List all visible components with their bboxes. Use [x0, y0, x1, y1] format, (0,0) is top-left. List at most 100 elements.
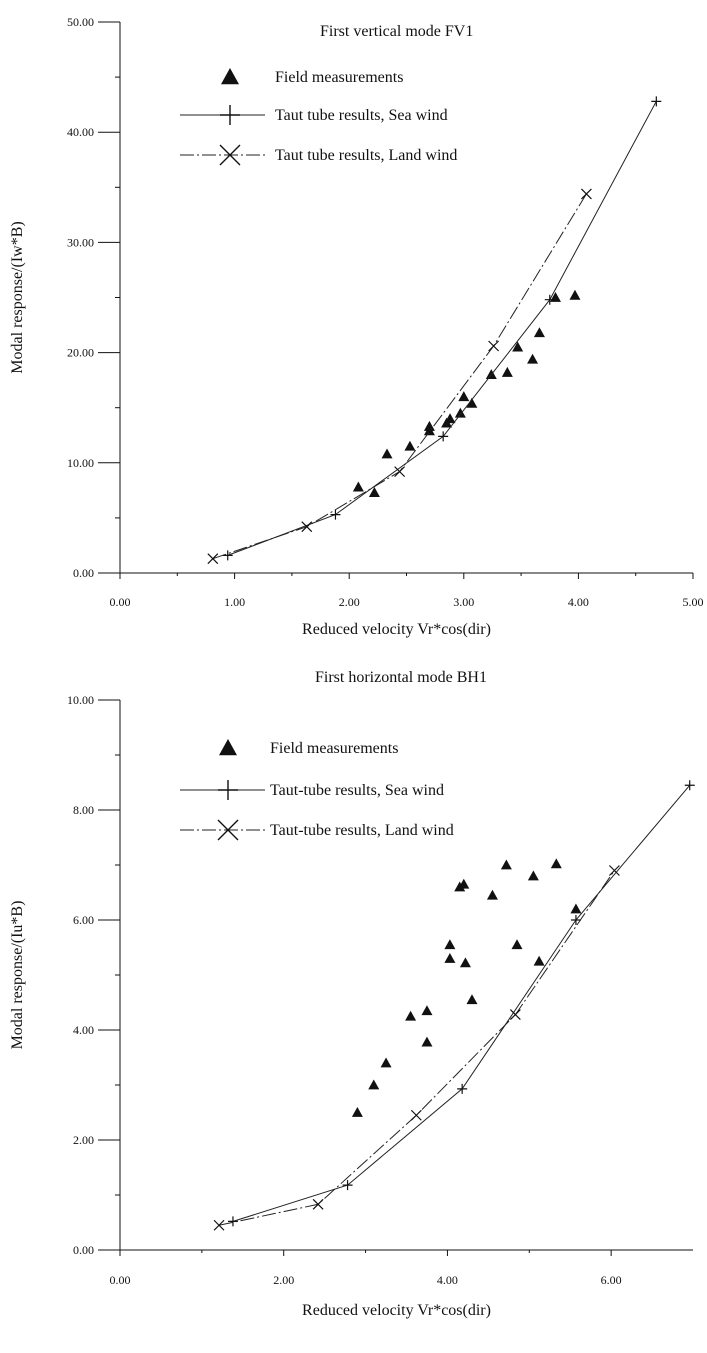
x-tick-label: 5.00 [683, 595, 704, 609]
data-point [421, 1005, 433, 1016]
legend-marker [221, 68, 239, 85]
data-point [454, 407, 466, 418]
series-1 [227, 780, 695, 1227]
data-point [444, 953, 456, 963]
legend-label: Field measurements [270, 740, 398, 757]
y-axis-label: Modal response/(Iw*B) [9, 221, 26, 373]
chart-first-horizontal-mode: 0.00 2.00 4.00 6.00 8.00 10.00 0.00 2.00 4.00 6.0… [9, 669, 695, 1319]
y-tick-label: 4.00 [73, 1023, 94, 1037]
x-tick-label: 3.00 [453, 595, 474, 609]
legend-label: Taut-tube results, Sea wind [270, 782, 444, 799]
chart-first-vertical-mode: 0.00 10.00 20.00 30.00 40.00 50.00 0.00 1.00 2.0… [9, 15, 704, 638]
legend-marker [217, 819, 239, 841]
legend: Field measurements Taut tube results, Sea… [180, 68, 457, 166]
legend: Field measurements Taut-tube results, Sea… [180, 739, 454, 841]
data-point [380, 1057, 392, 1068]
y-tick-label: 10.00 [67, 456, 94, 470]
data-point [459, 957, 471, 968]
data-point [423, 420, 435, 431]
chart-title: First vertical mode FV1 [320, 23, 473, 40]
y-tick-label: 2.00 [73, 1133, 94, 1147]
data-point [511, 939, 523, 950]
x-tick-label: 6.00 [601, 1273, 622, 1287]
x-tick-label: 4.00 [568, 595, 589, 609]
data-point [222, 550, 233, 561]
data-point [457, 1083, 468, 1094]
x-tick-label: 2.00 [339, 595, 360, 609]
data-point [466, 397, 478, 408]
x-tick-label: 0.00 [110, 595, 131, 609]
chart-title: First horizontal mode BH1 [315, 669, 487, 686]
data-point [486, 889, 498, 900]
data-point [301, 521, 313, 533]
data-point [608, 865, 620, 876]
legend-marker [219, 144, 241, 166]
data-point [488, 340, 500, 352]
y-tick-label: 30.00 [67, 235, 94, 249]
legend-label: Taut-tube results, Land wind [270, 822, 454, 839]
data-point [570, 903, 582, 914]
x-tick-label: 4.00 [437, 1273, 458, 1287]
legend-label: Taut tube results, Land wind [275, 147, 457, 164]
data-point [368, 1079, 380, 1090]
data-point [501, 366, 513, 377]
data-point [444, 413, 456, 424]
data-point [352, 481, 364, 492]
data-point [458, 391, 470, 402]
y-tick-label: 6.00 [73, 913, 94, 927]
data-point [466, 994, 478, 1005]
legend-marker [218, 780, 238, 800]
x-axis-label: Reduced velocity Vr*cos(dir) [302, 621, 491, 638]
data-point [342, 1180, 353, 1191]
data-point [509, 1009, 521, 1021]
data-point [527, 353, 539, 364]
x-axis-label: Reduced velocity Vr*cos(dir) [302, 1302, 491, 1319]
x-tick-label: 0.00 [110, 1273, 131, 1287]
y-axis-label: Modal response/(Iu*B) [9, 901, 26, 1050]
data-point [458, 878, 470, 889]
data-point [410, 1109, 422, 1121]
data-point [438, 431, 449, 442]
series-line [212, 193, 587, 560]
data-point [512, 341, 524, 352]
data-point [394, 466, 406, 478]
y-tick-label: 40.00 [67, 125, 94, 139]
data-point [351, 1107, 363, 1117]
legend-label: Taut tube results, Sea wind [275, 107, 448, 124]
series-line [232, 784, 691, 1222]
x-tick-label: 1.00 [224, 595, 245, 609]
legend-marker [219, 739, 237, 756]
data-point [213, 1219, 225, 1231]
legend-marker [220, 105, 240, 125]
data-point [569, 289, 581, 300]
data-point [381, 448, 393, 459]
y-tick-label: 20.00 [67, 346, 94, 360]
series-0 [351, 858, 582, 1117]
data-point [444, 939, 456, 950]
y-tick-label: 0.00 [73, 566, 94, 580]
data-point [651, 96, 662, 107]
data-point [404, 440, 416, 451]
data-point [312, 1198, 324, 1210]
data-point [570, 915, 581, 925]
data-point [533, 955, 545, 966]
series-2 [207, 188, 592, 565]
data-point [421, 1036, 433, 1047]
legend-label: Field measurements [275, 69, 403, 86]
data-point [330, 509, 341, 520]
data-point [500, 859, 512, 870]
data-point [580, 188, 592, 200]
data-point [405, 1010, 417, 1021]
series-0 [352, 289, 581, 497]
data-point [684, 780, 695, 791]
y-tick-label: 0.00 [73, 1243, 94, 1257]
data-point [550, 858, 562, 869]
series-1 [222, 96, 662, 561]
x-tick-label: 2.00 [273, 1273, 294, 1287]
y-tick-label: 10.00 [67, 693, 94, 707]
series-line [227, 101, 657, 556]
data-point [533, 327, 545, 338]
data-point [527, 870, 539, 881]
data-point [368, 487, 380, 497]
